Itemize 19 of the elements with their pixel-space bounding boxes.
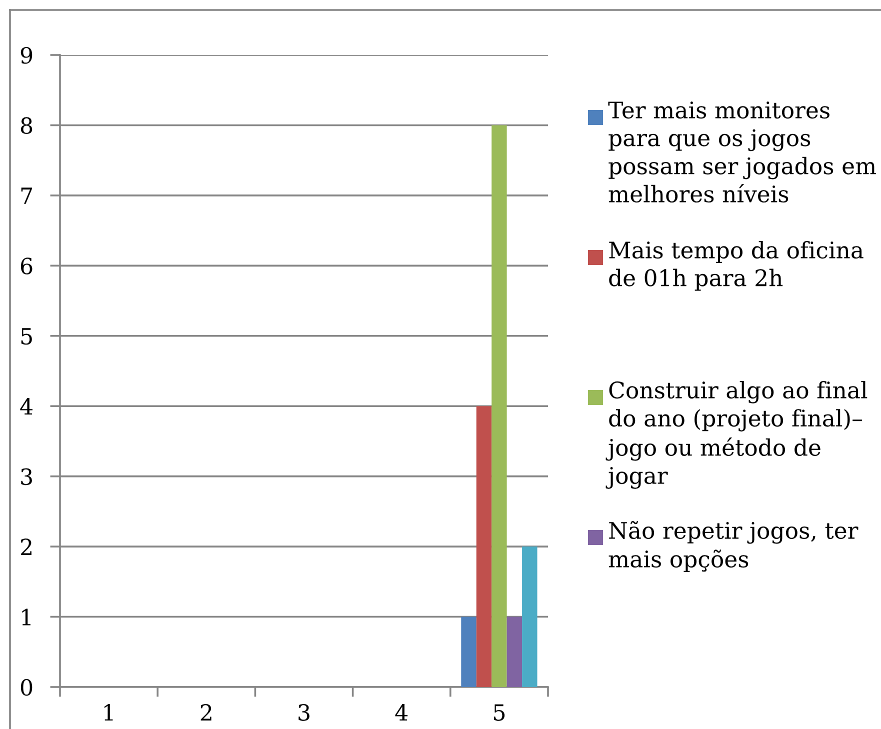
y-tick-label: 0 <box>20 678 32 696</box>
y-tick-label: 1 <box>22 608 30 626</box>
legend-label: Mais tempo da oficina de 01h para 2h <box>609 241 864 291</box>
y-tick-label: 7 <box>21 188 32 204</box>
x-tick-label: 1 <box>104 704 113 721</box>
x-tick-label: 5 <box>494 704 505 721</box>
y-tick-label: 9 <box>20 46 32 64</box>
x-tick-label: 4 <box>395 704 408 721</box>
x-tick-label: 2 <box>200 704 212 721</box>
x-tick-label: 3 <box>298 704 310 721</box>
y-tick-label: 2 <box>20 538 32 555</box>
y-tick-label: 4 <box>20 398 32 415</box>
y-tick-label: 5 <box>21 328 32 345</box>
y-tick-label: 3 <box>21 468 32 486</box>
legend-label: Construir algo ao final do ano (projeto final)– jogo ou método de jogar <box>606 381 868 489</box>
y-tick-label: 6 <box>20 258 32 274</box>
y-tick-label: 8 <box>20 117 32 134</box>
legend-label: Ter mais monitores para que os jogos possam ser jogados em melhores níveis <box>608 102 876 203</box>
legend-label: Não repetir jogos, ter mais opções <box>608 521 858 572</box>
